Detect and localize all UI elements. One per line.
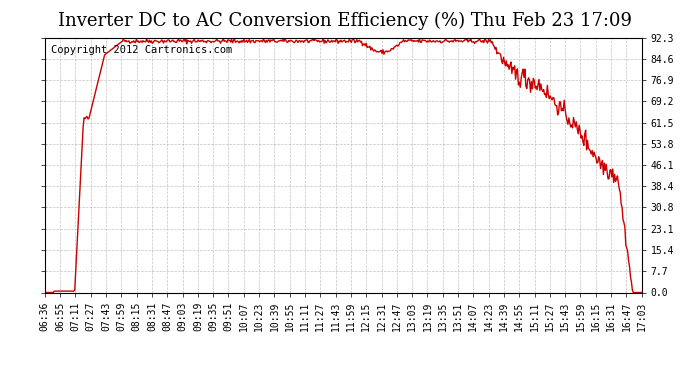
Text: Inverter DC to AC Conversion Efficiency (%) Thu Feb 23 17:09: Inverter DC to AC Conversion Efficiency … xyxy=(58,11,632,30)
Text: Copyright 2012 Cartronics.com: Copyright 2012 Cartronics.com xyxy=(51,45,232,55)
